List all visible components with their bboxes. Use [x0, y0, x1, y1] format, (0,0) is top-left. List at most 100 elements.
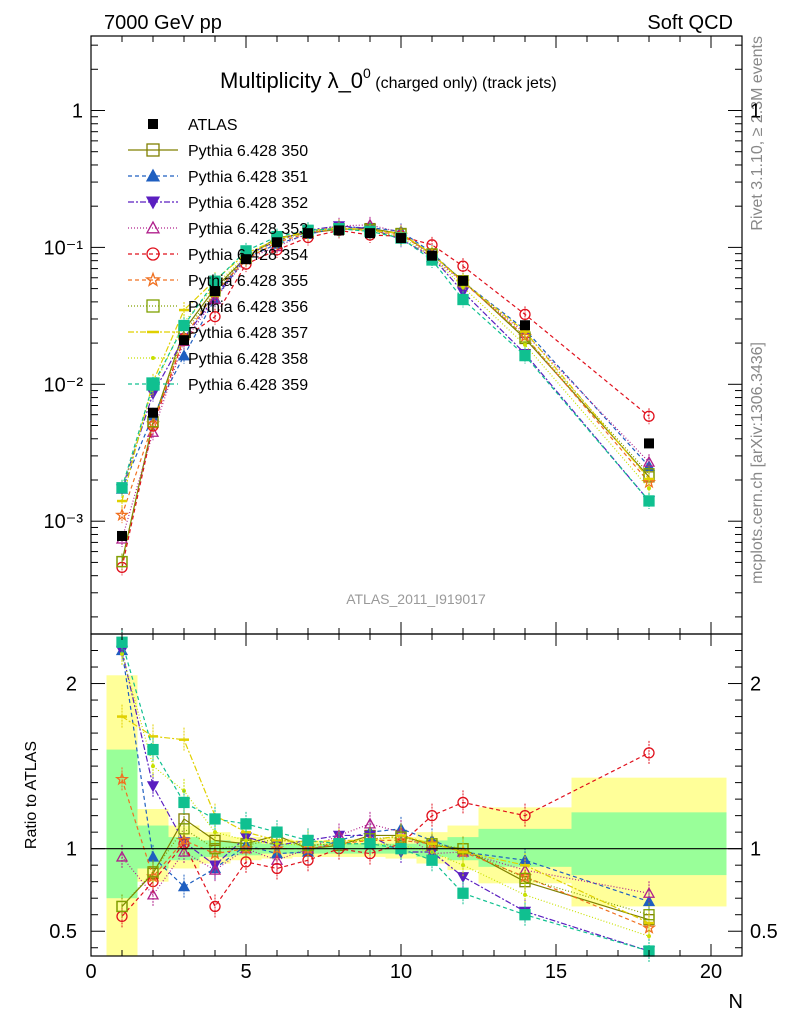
ratio-1-point-2 [177, 880, 191, 892]
chart-title: Multiplicity λ_00 (charged only) (track … [220, 65, 557, 93]
ratio-frame [90, 633, 743, 957]
legend-label-0: Pythia 6.428 350 [188, 143, 308, 160]
legend-atlas-label: ATLAS [188, 117, 238, 134]
atlas-point-1 [148, 407, 158, 418]
y-tick-label-right-1: 1 [750, 100, 761, 122]
y-tick-label-3: 10⁻³ [44, 511, 84, 533]
legend-label-1: Pythia 6.428 351 [188, 169, 308, 186]
legend-label-9: Pythia 6.428 359 [188, 377, 308, 394]
legend-label-6: Pythia 6.428 356 [188, 299, 308, 316]
ratio-3-point-1 [146, 888, 160, 900]
ratio-line-2 [121, 650, 650, 952]
legend: ATLAS Pythia 6.428 350 Pythia 6.428 351 Pyt… [128, 117, 308, 394]
ratio-5-point-10 [424, 836, 440, 850]
atlas-point-13 [644, 438, 654, 449]
header-category: Soft QCD [647, 12, 733, 34]
side-label-mcplots: mcplots.cern.ch [arXiv:1306.3436] [749, 342, 766, 584]
atlas-point-7 [334, 225, 344, 236]
ratio-3-point-3 [208, 863, 222, 875]
legend-label-4: Pythia 6.428 354 [188, 247, 308, 264]
series-9-point-2 [178, 319, 190, 332]
series-8-point-13 [647, 486, 651, 491]
ratio-4-point-13 [643, 747, 655, 759]
series-line-4 [121, 229, 650, 568]
x-tick-label-10: 10 [390, 961, 412, 983]
legend-atlas-marker [148, 119, 158, 129]
legend-marker-6 [146, 299, 160, 313]
ratio-9-point-8 [364, 838, 376, 850]
series-9-point-11 [457, 293, 469, 306]
ratio-4-point-12 [519, 809, 531, 822]
series-9-point-13 [643, 495, 655, 507]
legend-marker-3 [145, 220, 161, 234]
legend-marker-9 [146, 377, 160, 391]
ratio-9-point-10 [426, 854, 438, 866]
atlas-point-3 [210, 286, 220, 297]
atlas-point-6 [303, 228, 313, 239]
series-8-point-11 [461, 285, 465, 290]
atlas-point-2 [179, 335, 189, 346]
atlas-point-11 [458, 275, 468, 286]
ratio-y-axis-label: Ratio to ATLAS [23, 741, 40, 849]
x-tick-label-20: 20 [700, 961, 722, 983]
series-4-point-12 [519, 308, 531, 321]
ratio-y-tick-label-left-0.5: 0.5 [49, 921, 77, 943]
ratio-line-3 [121, 823, 650, 896]
y-tick-label-1: 10⁻¹ [44, 237, 84, 259]
ratio-8-point-13 [647, 934, 651, 939]
legend-marker-0 [146, 143, 160, 157]
ratio-line-9 [121, 642, 650, 952]
atlas-point-0 [117, 530, 127, 541]
y-tick-label-2: 10⁻² [44, 374, 84, 396]
series-4-point-11 [457, 260, 469, 272]
atlas-point-12 [520, 320, 530, 331]
header-energy: 7000 GeV pp [104, 12, 222, 34]
atlas-point-9 [396, 233, 406, 244]
legend-label-2: Pythia 6.428 352 [188, 195, 308, 212]
atlas-point-8 [365, 228, 375, 239]
ratio-5-point-2 [176, 832, 192, 847]
series-9-point-0 [116, 482, 128, 494]
ratio-line-8 [121, 653, 650, 937]
ratio-y-tick-label-right-0.5: 0.5 [750, 921, 778, 943]
legend-marker-8 [151, 356, 155, 360]
y-tick-label-0: 1 [72, 100, 83, 122]
ratio-4-point-5 [271, 862, 283, 875]
series-3-point-3 [208, 292, 222, 304]
series-line-9 [121, 228, 650, 502]
ratio-3-point-13 [642, 886, 656, 898]
ratio-9-point-6 [302, 834, 314, 847]
ratio-9-point-1 [147, 743, 159, 756]
ratio-6-point-1 [147, 866, 159, 878]
ratio-9-point-12 [519, 909, 531, 921]
ratio-8-point-1 [151, 764, 155, 769]
series-8-point-12 [523, 342, 527, 347]
legend-label-7: Pythia 6.428 357 [188, 325, 308, 342]
ratio-6-point-13 [643, 909, 655, 921]
ratio-y-tick-label-right-2: 2 [750, 674, 761, 696]
legend-marker-2 [145, 196, 161, 210]
series-5-point-0 [114, 507, 130, 522]
legend-marker-1 [145, 168, 161, 182]
ratio-y-tick-label-right-1: 1 [750, 839, 761, 861]
legend-marker-5 [144, 271, 162, 287]
ratio-8-point-11 [461, 863, 465, 868]
legend-label-8: Pythia 6.428 358 [188, 351, 308, 368]
legend-marker-4 [146, 247, 160, 261]
ratio-3-point-0 [115, 850, 129, 862]
x-axis-label: N [729, 991, 743, 1013]
ratio-4-point-11 [457, 796, 469, 809]
ratio-9-point-2 [178, 796, 190, 809]
atlas-point-4 [241, 254, 251, 265]
ratio-8-point-3 [213, 830, 217, 835]
series-line-7 [121, 226, 650, 502]
ratio-y-tick-label-left-1: 1 [66, 839, 77, 861]
ratio-8-point-12 [523, 892, 527, 897]
series-4-point-0 [116, 561, 128, 573]
ratio-3-point-2 [177, 845, 191, 857]
ratio-2-point-1 [146, 781, 160, 793]
series-1-point-2 [177, 349, 191, 361]
ratio-4-point-4 [240, 856, 252, 868]
ratio-9-point-7 [333, 838, 345, 850]
